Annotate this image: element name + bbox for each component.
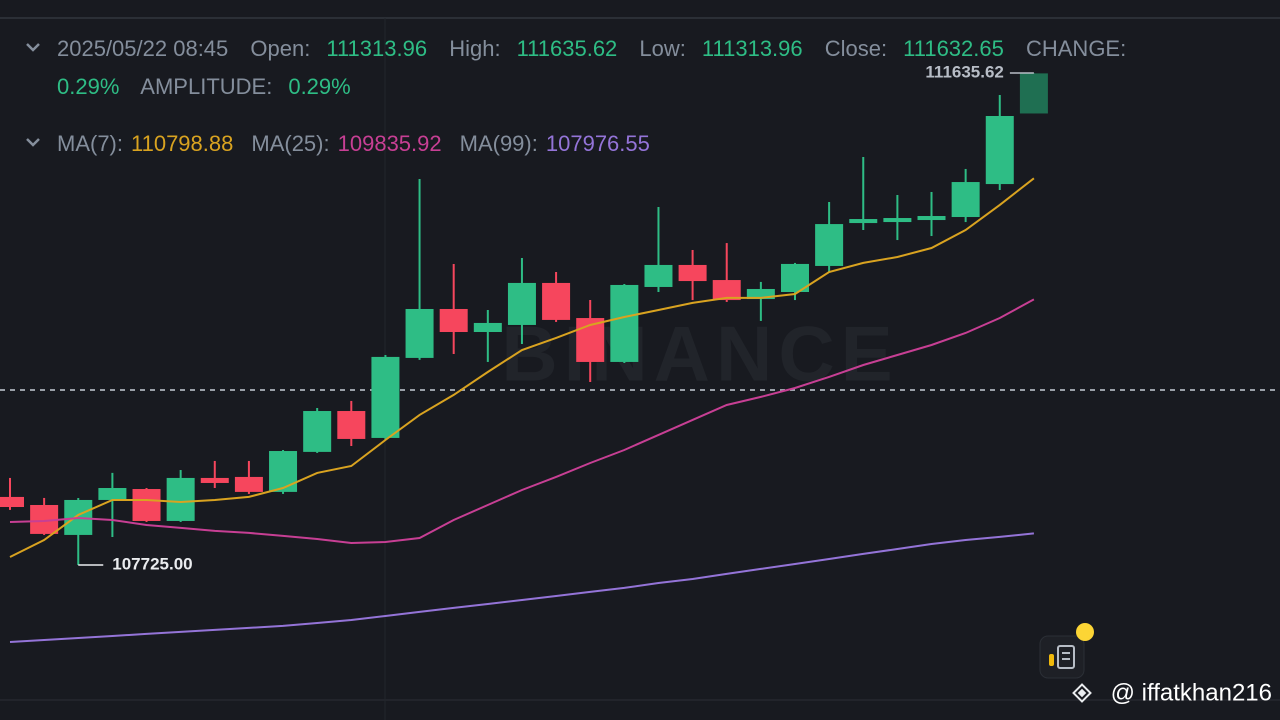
- candle-body: [405, 308, 434, 358]
- candle-body: [610, 284, 639, 362]
- candle-body: [678, 264, 707, 282]
- high-label: High:: [449, 36, 501, 61]
- low-value: 111313.96: [701, 36, 803, 61]
- ma-name: MA(99):: [459, 131, 538, 156]
- candle-body: [234, 476, 263, 492]
- logo-diamond: [1072, 683, 1092, 703]
- ma-value: 110798.88: [131, 131, 234, 156]
- candle-body: [269, 451, 298, 492]
- notes-icon: [1057, 645, 1075, 669]
- open-value: 111313.96: [326, 36, 428, 61]
- ohlc-row: 2025/05/22 08:45 Open: 111313.96 High: 111…: [26, 36, 1142, 62]
- collapse-toggle[interactable]: [24, 38, 42, 56]
- candle-body: [132, 489, 161, 521]
- high-value: 111635.62: [516, 36, 618, 61]
- candle-body: [303, 411, 332, 452]
- candle-body: [712, 280, 741, 301]
- notes-icon-pen: [1049, 654, 1054, 666]
- candle-body: [644, 264, 673, 287]
- open-label: Open:: [250, 36, 311, 61]
- candle-body: [542, 282, 571, 320]
- max-marker-label: 111635.62: [925, 63, 1003, 82]
- notes-button-bg[interactable]: [1039, 635, 1085, 679]
- candle-body: [98, 488, 127, 500]
- candle-body: [507, 282, 536, 325]
- candle-body: [1019, 73, 1048, 114]
- candle-body: [951, 182, 980, 218]
- candle-body: [371, 356, 400, 438]
- candle-body: [0, 496, 24, 508]
- logo-core: [1077, 688, 1087, 698]
- candle-body: [985, 115, 1014, 185]
- candle-body: [849, 219, 878, 224]
- candle-body: [883, 218, 912, 223]
- change-label: CHANGE:: [1025, 36, 1127, 61]
- low-label: Low:: [639, 36, 686, 61]
- change-value: 0.29%: [57, 74, 120, 99]
- ma-line: [9, 177, 1035, 558]
- candle-body: [746, 288, 775, 300]
- ma-name: MA(7):: [57, 131, 123, 156]
- candle-body: [200, 477, 229, 483]
- notification-dot: [1076, 623, 1094, 641]
- candle-body: [917, 216, 946, 221]
- amplitude-label: AMPLITUDE:: [140, 74, 273, 99]
- ma-legend: MA(7): 110798.88 MA(25): 109835.92 MA(99): 10…: [26, 131, 668, 157]
- notes-button[interactable]: [1039, 623, 1094, 679]
- candle-body: [815, 224, 844, 266]
- collapse-toggle[interactable]: [24, 133, 42, 151]
- ma-value: 107976.55: [545, 131, 650, 156]
- change-row: 0.29% AMPLITUDE: 0.29%: [57, 74, 367, 100]
- watermark: BINANCE: [501, 310, 898, 398]
- credit: @ iffatkhan216: [1111, 679, 1272, 706]
- close-label: Close:: [824, 36, 888, 61]
- min-marker-label: 107725.00: [112, 554, 192, 573]
- ma-line: [9, 298, 1035, 545]
- ma-name: MA(25):: [251, 131, 330, 156]
- credit-logo: [1072, 683, 1092, 703]
- ma-value: 109835.92: [337, 131, 442, 156]
- close-value: 111632.65: [903, 36, 1004, 61]
- ma-line: [9, 532, 1035, 643]
- date: 2025/05/22 08:45: [57, 36, 229, 61]
- candle-body: [439, 308, 468, 333]
- candle-body: [473, 322, 502, 333]
- candle-body: [337, 411, 366, 439]
- amplitude-value: 0.29%: [288, 74, 351, 99]
- candle-body: [166, 477, 195, 521]
